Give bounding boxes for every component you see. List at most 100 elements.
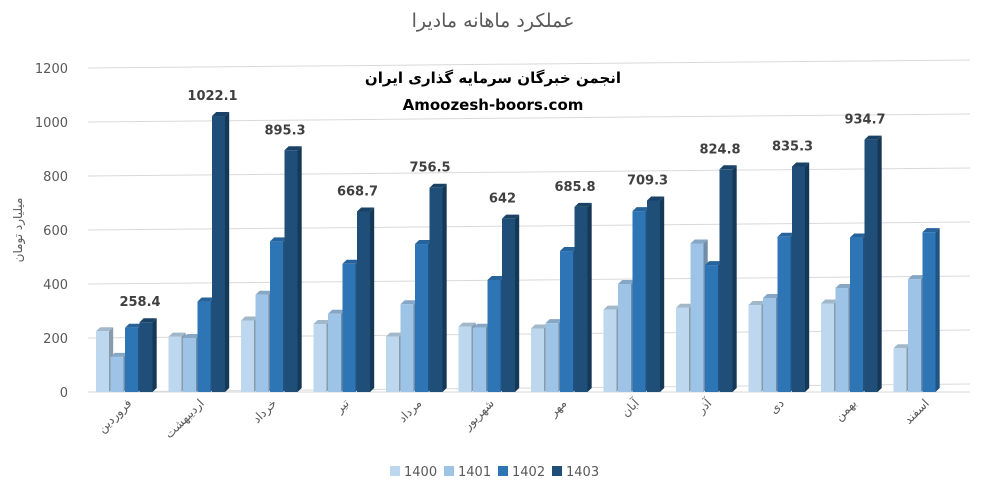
- bar-front: [125, 327, 138, 392]
- bar-front: [197, 301, 211, 392]
- bar-1403-9: [792, 162, 810, 392]
- bar-front: [545, 323, 559, 392]
- gridline: [87, 113, 971, 123]
- bar-front: [835, 288, 849, 392]
- bar-top: [212, 112, 230, 117]
- gridline: [87, 167, 971, 177]
- bar-top: [618, 280, 636, 284]
- bar-top: [690, 239, 708, 244]
- gridline: [87, 275, 971, 285]
- gridline: [87, 59, 971, 69]
- bar-side: [935, 228, 940, 392]
- bar-side: [515, 214, 520, 392]
- watermark-line2: Amoozesh-boors.com: [403, 96, 584, 114]
- bar-top: [168, 332, 186, 337]
- bar-top: [922, 228, 940, 233]
- y-tick-label: 400: [43, 278, 68, 293]
- bar-1403-4: [429, 183, 447, 392]
- legend-swatch: [498, 466, 508, 476]
- y-tick-label: 0: [60, 386, 68, 401]
- y-axis-label: میلیارد تومان: [11, 198, 26, 263]
- bar-top: [792, 162, 810, 167]
- bar-front: [574, 206, 588, 392]
- bar-front: [821, 303, 834, 392]
- legend-label: 1401: [458, 465, 491, 480]
- bar-top: [603, 305, 621, 310]
- legend-item-1400: 1400: [390, 465, 437, 480]
- bar-top: [357, 207, 375, 212]
- bar-top: [473, 323, 491, 328]
- data-label: 895.3: [264, 123, 305, 138]
- bar-front: [603, 309, 617, 392]
- bar-top: [487, 275, 505, 280]
- bar-front: [748, 305, 762, 392]
- bar-front: [168, 336, 182, 392]
- bar-top: [545, 319, 563, 324]
- watermark-line1: انجمن خبرگان سرمایه گذاری ایران: [365, 69, 621, 87]
- bar-1402-11: [922, 228, 940, 392]
- bar-front: [908, 279, 921, 392]
- bar-front: [96, 331, 109, 392]
- legend: 1400 1401 1402 1403: [390, 465, 599, 480]
- data-label: 756.5: [409, 161, 450, 176]
- y-tick-label: 1000: [35, 116, 68, 131]
- bar-1403-2: [284, 146, 302, 392]
- bar-top: [719, 165, 737, 170]
- data-labels: 258.4 1022.1 895.3 668.7 756.5 642 685.8 709.3 8…: [119, 89, 885, 310]
- bar-front: [473, 327, 486, 392]
- bar-top: [893, 344, 911, 349]
- gridline: [87, 221, 971, 231]
- bar-side: [442, 183, 447, 392]
- bar-top: [864, 135, 882, 140]
- bar-front: [531, 328, 544, 392]
- bar-top: [676, 303, 694, 308]
- bar-front: [792, 166, 805, 392]
- bar-top: [908, 275, 926, 280]
- bar-front: [386, 336, 399, 392]
- legend-label: 1403: [566, 465, 599, 480]
- bar-top: [270, 237, 288, 242]
- bar-front: [487, 279, 501, 392]
- bar-1403-3: [357, 207, 375, 392]
- bar-front: [183, 338, 196, 392]
- bar-top: [850, 233, 868, 238]
- bar-top: [429, 183, 447, 188]
- legend-swatch: [390, 466, 400, 476]
- data-label: 1022.1: [187, 89, 237, 104]
- bar-top: [328, 309, 346, 314]
- bar-front: [415, 244, 428, 392]
- bar-front: [212, 116, 225, 393]
- bar-top: [502, 214, 520, 219]
- bar-top: [241, 316, 259, 321]
- bar-front: [429, 187, 443, 392]
- bar-1403-6: [574, 202, 592, 392]
- bar-front: [458, 326, 472, 392]
- bar-side: [225, 112, 230, 393]
- bar-top: [110, 352, 128, 357]
- data-label: 934.7: [844, 113, 885, 128]
- legend-item-1401: 1401: [444, 465, 491, 480]
- bar-side: [587, 202, 592, 392]
- legend-swatch: [552, 466, 562, 476]
- bar-top: [777, 232, 795, 237]
- bar-front: [139, 322, 153, 392]
- bar-top: [748, 301, 766, 306]
- bar-front: [255, 294, 269, 392]
- bar-front: [328, 313, 341, 392]
- bar-top: [386, 332, 404, 337]
- bar-side: [805, 162, 810, 392]
- bar-top: [400, 300, 418, 305]
- y-tick-label: 1200: [35, 62, 68, 77]
- bar-top: [574, 202, 592, 207]
- bar-front: [618, 284, 631, 392]
- bar-front: [763, 298, 776, 392]
- bar-top: [647, 196, 665, 201]
- bar-top: [560, 247, 578, 252]
- bar-top: [125, 323, 143, 328]
- bar-front: [284, 150, 298, 392]
- bar-top: [183, 334, 201, 338]
- bar-top: [763, 294, 781, 299]
- bar-front: [632, 211, 646, 392]
- y-axis-ticks: 0 200 400 600 800 1000 1200: [35, 62, 68, 401]
